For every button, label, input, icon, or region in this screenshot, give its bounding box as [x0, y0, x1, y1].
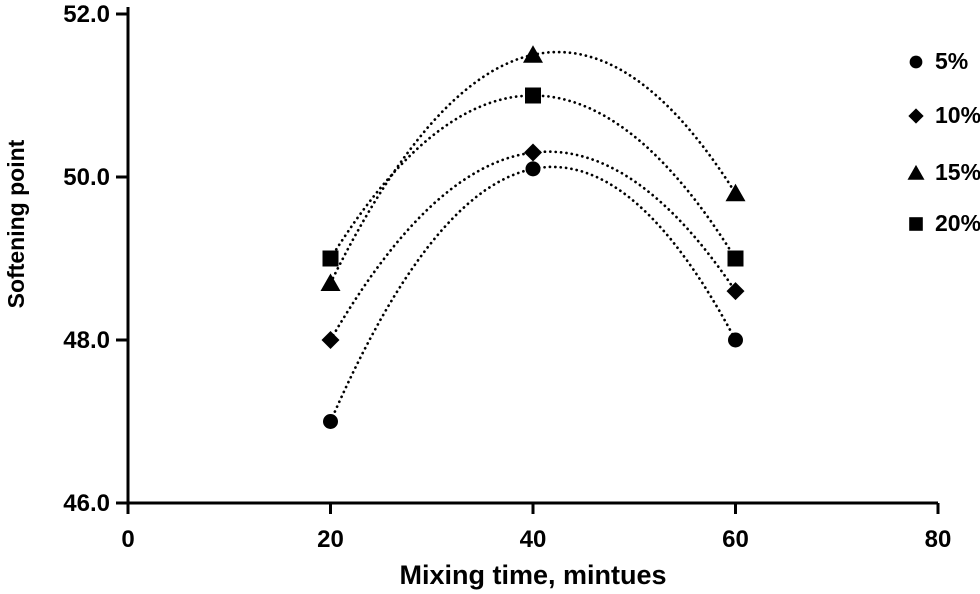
square-marker-point	[727, 250, 744, 267]
circle-marker-point	[525, 161, 541, 177]
triangle-marker-point	[725, 183, 746, 202]
triangle-marker-point	[523, 45, 543, 63]
legend-label-20pct: 20%	[935, 209, 980, 236]
square-marker-icon	[909, 217, 923, 231]
x-tick-label: 40	[520, 526, 547, 553]
legend-item-10pct: 10%	[905, 97, 980, 133]
legend-label-10pct: 10%	[935, 101, 980, 128]
legend-label-5pct: 5%	[935, 47, 969, 74]
circle-marker-point	[323, 414, 338, 429]
trendline-10%	[329, 150, 737, 342]
diamond-marker-point	[524, 143, 542, 162]
legend-item-20pct: 20%	[905, 205, 980, 241]
square-marker-point	[322, 250, 339, 267]
diamond-marker-icon	[908, 108, 924, 124]
circle-marker-icon	[909, 55, 923, 69]
diamond-marker-point	[726, 282, 745, 301]
triangle-marker-point	[320, 273, 341, 291]
diamond-marker-point	[321, 331, 340, 349]
x-tick-label: 80	[925, 526, 952, 553]
x-tick-label: 20	[317, 526, 344, 553]
y-axis-title: Softening point	[3, 139, 29, 308]
trendline-5%	[329, 165, 737, 423]
x-tick-label: 0	[121, 526, 134, 553]
legend: 5% 10% 15% 20%	[905, 0, 980, 280]
trendline-curves-layer	[329, 50, 737, 423]
y-tick-label: 48.0	[63, 327, 110, 354]
diamond-marker-glyph	[908, 108, 924, 124]
legend-label-15pct: 15%	[935, 158, 980, 185]
y-tick-label: 50.0	[63, 164, 110, 191]
y-tick-label: 52.0	[63, 1, 110, 28]
circle-marker-point	[728, 332, 743, 348]
axis-spines	[126, 7, 938, 505]
axes-layer	[116, 7, 940, 514]
square-marker-glyph	[909, 217, 923, 231]
triangle-marker-icon	[907, 164, 925, 180]
y-tick-label: 46.0	[63, 490, 110, 517]
circle-marker-glyph	[909, 55, 923, 69]
legend-item-5pct: 5%	[905, 43, 968, 79]
data-markers-layer	[320, 45, 746, 429]
trendline-20%	[329, 94, 737, 260]
legend-item-15pct: 15%	[905, 154, 980, 190]
triangle-marker-glyph	[907, 164, 925, 180]
tick-labels-layer: 46.0 48.0 50.0 52.0 0 20 40 60 80	[63, 1, 951, 553]
x-tick-label: 60	[722, 526, 749, 553]
x-axis-title: Mixing time, mintues	[399, 560, 666, 590]
square-marker-point	[525, 87, 541, 104]
